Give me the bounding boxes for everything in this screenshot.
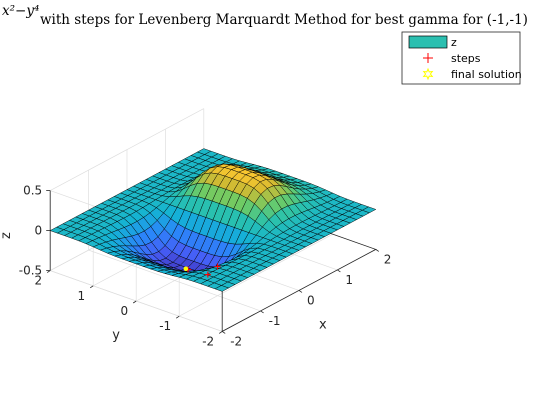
step-marker [204, 271, 211, 278]
z-tick-label: 0 [35, 224, 43, 238]
chart-title: x²−y⁴ with steps for Levenberg Marquardt… [2, 3, 528, 28]
step-marker [214, 263, 221, 270]
legend-marker-steps [423, 53, 433, 63]
surface-plot [49, 148, 377, 292]
surface-patch [214, 285, 229, 292]
x-axis-label: x [319, 317, 327, 332]
x-tick-label: -2 [230, 334, 242, 348]
legend-swatch-z [408, 35, 448, 49]
x-tick-label: 0 [307, 293, 315, 307]
x-tick-label: 1 [345, 273, 353, 287]
y-tick-label: 0 [121, 304, 129, 318]
y-tick-label: -2 [202, 334, 214, 348]
x-tick-mark [221, 331, 226, 334]
title-math: x²−y⁴ [2, 3, 39, 19]
legend-marker-final [422, 67, 434, 81]
x-tick-mark [375, 249, 380, 252]
final-solution-marker [183, 266, 189, 272]
x-tick-label: 2 [384, 252, 392, 266]
z-tick-label: 0.5 [23, 184, 42, 198]
legend-label-final: final solution [451, 68, 522, 81]
x-tick-mark [298, 290, 303, 293]
x-tick-label: -1 [269, 314, 281, 328]
z-axis-label: z [0, 232, 14, 239]
y-tick-mark [175, 315, 180, 319]
y-axis-label: y [112, 328, 120, 343]
y-tick-mark [89, 285, 94, 289]
y-tick-label: -1 [159, 319, 171, 333]
x-tick-mark [337, 269, 341, 273]
title-text: with steps for Levenberg Marquardt Metho… [40, 12, 528, 28]
legend: z steps final solution [401, 31, 522, 85]
legend-label-steps: steps [451, 52, 481, 65]
y-tick-mark [218, 331, 223, 334]
y-tick-label: 2 [35, 274, 43, 288]
legend-label-z: z [451, 36, 457, 49]
y-tick-mark [132, 300, 137, 304]
x-tick-mark [260, 310, 264, 314]
marker-layer [183, 263, 221, 278]
z-tick-label: -0.5 [19, 264, 42, 278]
y-tick-label: 1 [78, 289, 86, 303]
